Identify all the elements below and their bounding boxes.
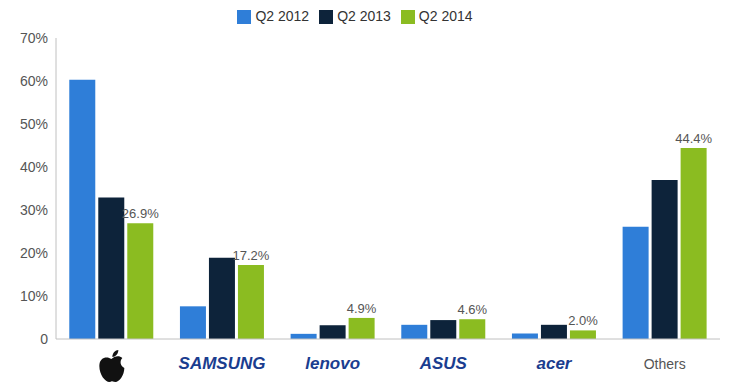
svg-text:Others: Others [644, 356, 686, 372]
svg-text:50%: 50% [20, 116, 48, 132]
svg-text:SAMSUNG: SAMSUNG [179, 354, 266, 373]
svg-text:10%: 10% [20, 288, 48, 304]
svg-text:lenovo: lenovo [305, 354, 360, 373]
svg-text:44.4%: 44.4% [675, 131, 712, 146]
svg-text:30%: 30% [20, 202, 48, 218]
html-text:Q2 2014: Q2 2014 [418, 8, 473, 24]
svg-text:4.6%: 4.6% [457, 302, 487, 317]
svg-text:2.0%: 2.0% [568, 313, 598, 328]
svg-text:ASUS: ASUS [419, 354, 468, 373]
html-text:Q2 2013: Q2 2013 [337, 8, 391, 24]
svg-text:26.9%: 26.9% [122, 206, 159, 221]
svg-text:17.2%: 17.2% [233, 248, 270, 263]
svg-text:20%: 20% [20, 245, 48, 261]
svg-text:60%: 60% [20, 73, 48, 89]
svg-text:4.9%: 4.9% [347, 301, 377, 316]
html-text:Q2 2012: Q2 2012 [255, 8, 310, 24]
svg-text:0: 0 [40, 331, 48, 347]
svg-text:70%: 70% [20, 30, 48, 46]
svg-text:acer: acer [537, 354, 573, 373]
svg-text:40%: 40% [20, 159, 48, 175]
